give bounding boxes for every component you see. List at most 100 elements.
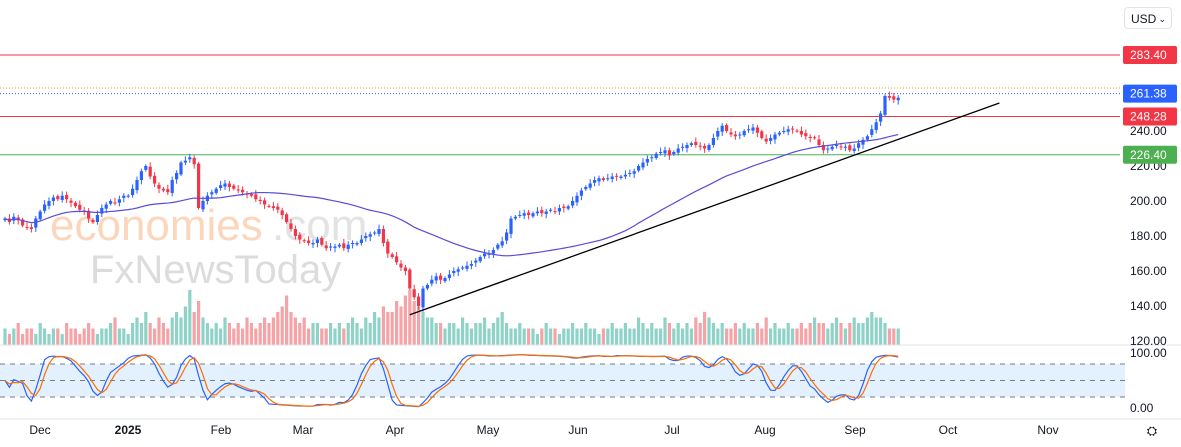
candle-body [183, 160, 187, 163]
candle [808, 134, 812, 143]
candle-body [122, 195, 126, 198]
volume-bar [443, 328, 447, 345]
candle [131, 184, 135, 198]
candle [403, 264, 407, 276]
volume-bar [711, 323, 715, 345]
candle-body [342, 243, 346, 249]
volume-bar [729, 328, 733, 345]
volume-bar [892, 328, 896, 345]
candle-body [161, 188, 165, 191]
level-tag-last: 261.38 [1130, 87, 1167, 101]
candle-body [60, 195, 64, 200]
volume-bar [364, 317, 368, 345]
candle-body [280, 210, 284, 215]
candle-body [606, 178, 610, 180]
candle-body [553, 211, 557, 213]
volume-bar [390, 312, 394, 345]
candle-body [25, 226, 29, 228]
candle-body [197, 163, 201, 208]
candle [751, 124, 755, 135]
candle [78, 200, 82, 213]
volume-bar [764, 317, 768, 345]
candle-body [139, 171, 143, 180]
candle-body [870, 129, 874, 135]
candle [641, 158, 645, 171]
candle [425, 283, 429, 291]
candle-body [21, 219, 25, 226]
candle-body [610, 176, 614, 179]
volume-bar [896, 328, 900, 345]
candle-body [214, 188, 218, 193]
candle-body [483, 253, 487, 257]
candle [276, 203, 280, 214]
volume-bar [21, 334, 25, 345]
candle [175, 170, 179, 184]
candle-body [399, 263, 403, 268]
candle [742, 129, 746, 137]
time-axis[interactable]: Dec 2025 Feb Mar Apr May Jun Jul Aug Sep Oct Nov [29, 423, 1058, 437]
candle-body [843, 146, 847, 148]
price-axis[interactable]: 240.00220.00200.00180.00160.00140.00120.… [1130, 124, 1167, 348]
volume-bar [588, 328, 592, 345]
volume-bar [650, 323, 654, 345]
candle-body [566, 206, 570, 209]
volume-bar [425, 317, 429, 345]
candle-body [777, 132, 781, 135]
time-tick: Dec [29, 423, 50, 437]
candle-body [153, 175, 157, 184]
candle [707, 143, 711, 152]
level-tag-resistance: 248.28 [1130, 110, 1167, 124]
candle [192, 155, 196, 169]
candle [153, 172, 157, 187]
volume-bar [606, 328, 610, 345]
candle [469, 260, 473, 270]
horizontal-levels [0, 54, 1120, 156]
candle-body [628, 173, 632, 174]
candle-body [117, 199, 121, 203]
volume-bar [584, 323, 588, 345]
level-tag-bg [1123, 107, 1177, 126]
candle [769, 134, 773, 145]
candle-body [645, 159, 649, 163]
time-tick: Jul [664, 423, 679, 437]
volume-bar [755, 323, 759, 345]
currency-selector[interactable]: USD ⌄ [1124, 7, 1172, 29]
candle-body [689, 143, 693, 145]
volume-bar [82, 328, 86, 345]
volume-bar [311, 323, 315, 345]
candle-body [487, 253, 491, 255]
candle [29, 223, 33, 233]
candle [126, 194, 130, 199]
volume-bar [117, 328, 121, 345]
candle-body [527, 212, 531, 215]
volume-bar [430, 317, 434, 345]
candle-body [3, 218, 7, 221]
candle-body [34, 218, 38, 228]
volume-bar [513, 328, 517, 345]
volume-bar [628, 328, 632, 345]
settings-icon[interactable]: ⛭ [1146, 423, 1158, 438]
stoch-tick-0: 0.00 [1130, 401, 1154, 415]
candle-body [513, 216, 517, 219]
volume-bar [456, 328, 460, 345]
price-tick: 180.00 [1130, 229, 1167, 243]
volume-bar [342, 328, 346, 345]
time-tick: Apr [386, 423, 405, 437]
volume-bar [95, 334, 99, 345]
candle-body [192, 157, 196, 165]
volume-bar [518, 323, 522, 345]
candle-body [773, 134, 777, 140]
candle-body [848, 145, 852, 151]
candle [817, 135, 821, 148]
volume-bar [738, 328, 742, 345]
candle [117, 195, 121, 207]
candle-body [157, 184, 161, 189]
candle [399, 260, 403, 271]
candle [337, 243, 341, 249]
volume-bar [91, 328, 95, 345]
candle-body [685, 145, 689, 149]
candle-body [355, 243, 359, 245]
candle-body [623, 174, 627, 177]
